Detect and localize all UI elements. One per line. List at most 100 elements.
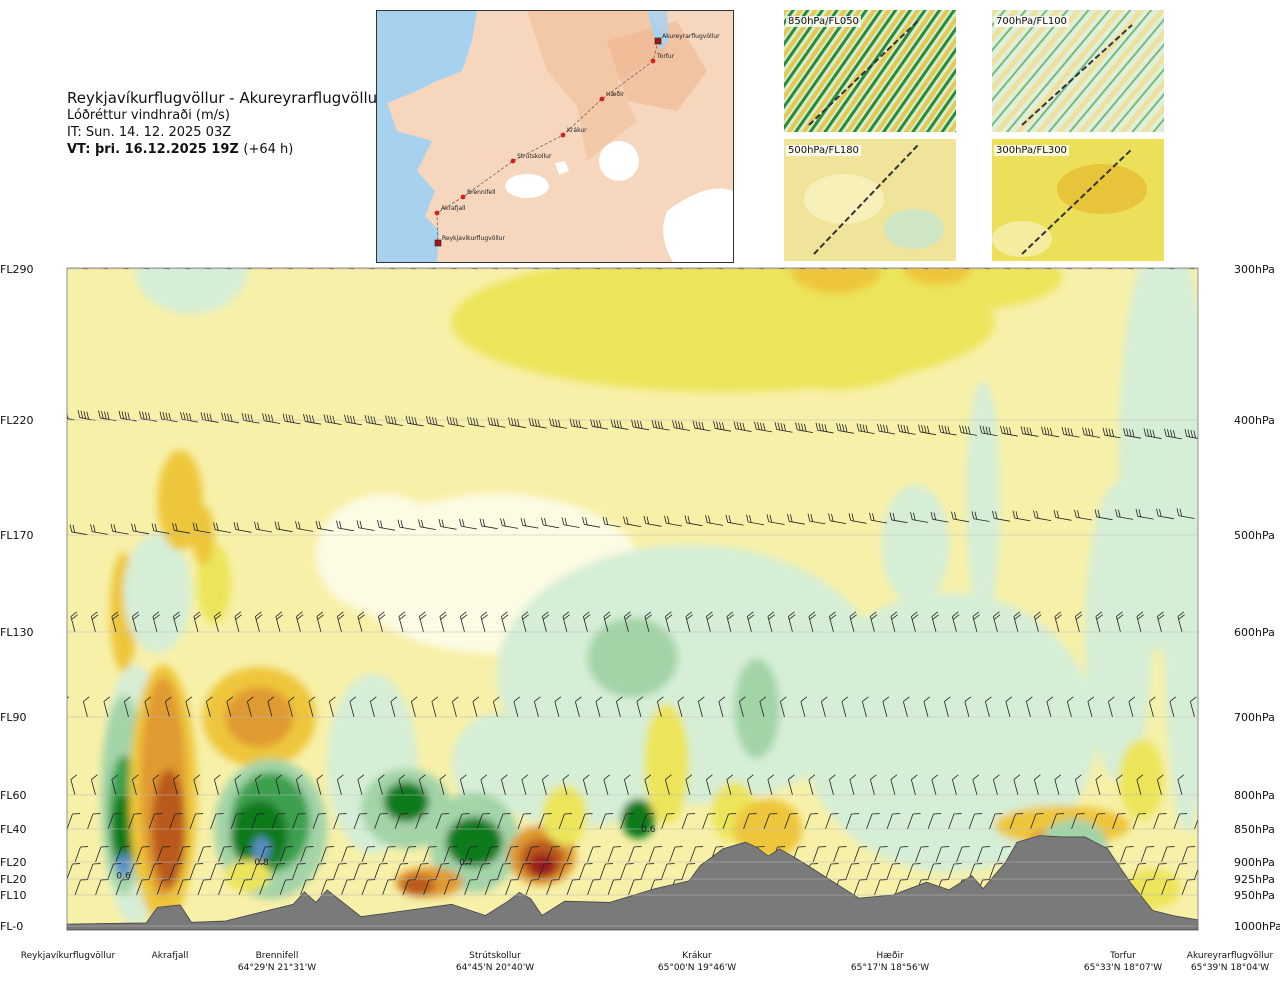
wind-barb [656, 696, 664, 718]
barb-flag [300, 260, 304, 267]
wind-barb [746, 774, 754, 796]
wind-barb [1169, 696, 1177, 718]
wind-barb [595, 696, 603, 718]
barb-flag [633, 879, 642, 881]
chart-header: Reykjavíkurflugvöllur - Akureyrarflugvöl… [67, 90, 383, 158]
barb-flag [298, 521, 301, 530]
barb-flag [543, 813, 552, 815]
barb-flag [121, 846, 130, 848]
barb-flag [257, 522, 260, 530]
barb-flag [687, 813, 696, 815]
barb-flag [705, 515, 708, 523]
wind-barb [886, 813, 901, 830]
barb-staff [891, 268, 908, 270]
plot-frame [66, 267, 1199, 926]
wind-barb [254, 774, 262, 796]
wind-barb [69, 524, 88, 536]
barb-flag [329, 696, 336, 702]
thumbnail-700[interactable]: 700hPa/FL100 [992, 10, 1164, 132]
wind-barb [587, 879, 601, 896]
wind-barb [931, 774, 939, 796]
barb-flag [892, 259, 896, 266]
barb-flag [747, 611, 754, 617]
barb-staff [1120, 846, 1127, 863]
wind-barb [456, 863, 470, 880]
barb-staff [976, 846, 983, 863]
barb-flag [1159, 509, 1162, 517]
wind-barb [193, 774, 201, 796]
thumbnail-700-svg [992, 10, 1164, 132]
barb-flag [624, 611, 631, 617]
barb-flag [540, 259, 544, 266]
barb-staff [215, 268, 232, 270]
wind-barb [1140, 846, 1155, 863]
barb-flag [885, 425, 889, 433]
wind-barb [484, 879, 499, 896]
barb-flag [344, 414, 347, 423]
wind-barb [599, 863, 614, 880]
barb-flag [1157, 614, 1165, 620]
wind-barb [385, 415, 404, 426]
barb-flag [1179, 813, 1188, 815]
barb-flag [239, 260, 243, 267]
wind-barb [1156, 774, 1164, 796]
barb-flag [531, 418, 535, 426]
barb-flag [428, 879, 437, 881]
barb-staff [218, 879, 225, 896]
wind-barb [643, 516, 662, 527]
barb-flag [788, 614, 796, 620]
barb-staff [562, 779, 568, 796]
wind-barb [259, 879, 273, 896]
barb-flag [59, 410, 63, 417]
barb-flag [810, 863, 819, 865]
wind-barb [153, 268, 170, 270]
wind-barb [238, 846, 253, 863]
wind-barb [546, 846, 560, 863]
barb-flag [1158, 863, 1167, 865]
barb-staff [70, 779, 76, 796]
thumbnail-500[interactable]: 500hPa/FL180 [784, 139, 956, 261]
thumbnail-850[interactable]: 850hPa/FL050 [784, 10, 956, 132]
barb-flag [482, 863, 491, 865]
barb-flag [985, 426, 989, 435]
wind-barb [238, 879, 253, 896]
barb-flag [229, 414, 233, 422]
wind-barb [192, 522, 211, 534]
wind-barb [492, 696, 500, 718]
wind-barb [566, 879, 581, 896]
barb-flag [323, 414, 327, 422]
wind-barb [177, 879, 191, 896]
barb-flag [1070, 428, 1073, 437]
barb-flag [619, 420, 622, 429]
wind-barb [520, 517, 539, 529]
field-blob [115, 853, 132, 878]
wind-barb [320, 846, 335, 863]
barb-flag [815, 422, 819, 431]
wind-barb [115, 879, 130, 896]
wind-barb [930, 511, 949, 523]
barb-staff [358, 268, 375, 270]
barb-flag [663, 259, 667, 266]
barb-flag [165, 696, 172, 702]
barb-flag [563, 614, 570, 620]
barb-flag [1193, 430, 1196, 439]
barb-staff [538, 863, 545, 880]
wind-barb [558, 863, 573, 880]
barb-flag [721, 422, 725, 431]
barb-flag [182, 846, 191, 848]
barb-flag [871, 259, 875, 266]
station-label: Torfur 65°33'N 18°07'W [1063, 950, 1183, 974]
barb-flag [244, 879, 253, 881]
wind-barb [923, 696, 931, 718]
barb-flag [92, 863, 101, 865]
barb-flag [1038, 260, 1042, 267]
barb-staff [768, 268, 785, 270]
barb-flag [1008, 427, 1012, 435]
barb-flag [706, 611, 713, 617]
barb-flag [1020, 426, 1024, 434]
barb-flag [110, 523, 114, 532]
wind-barb [779, 696, 787, 718]
thumbnail-300[interactable]: 300hPa/FL300 [992, 139, 1164, 261]
barb-flag [849, 774, 857, 780]
barb-flag [634, 420, 637, 428]
